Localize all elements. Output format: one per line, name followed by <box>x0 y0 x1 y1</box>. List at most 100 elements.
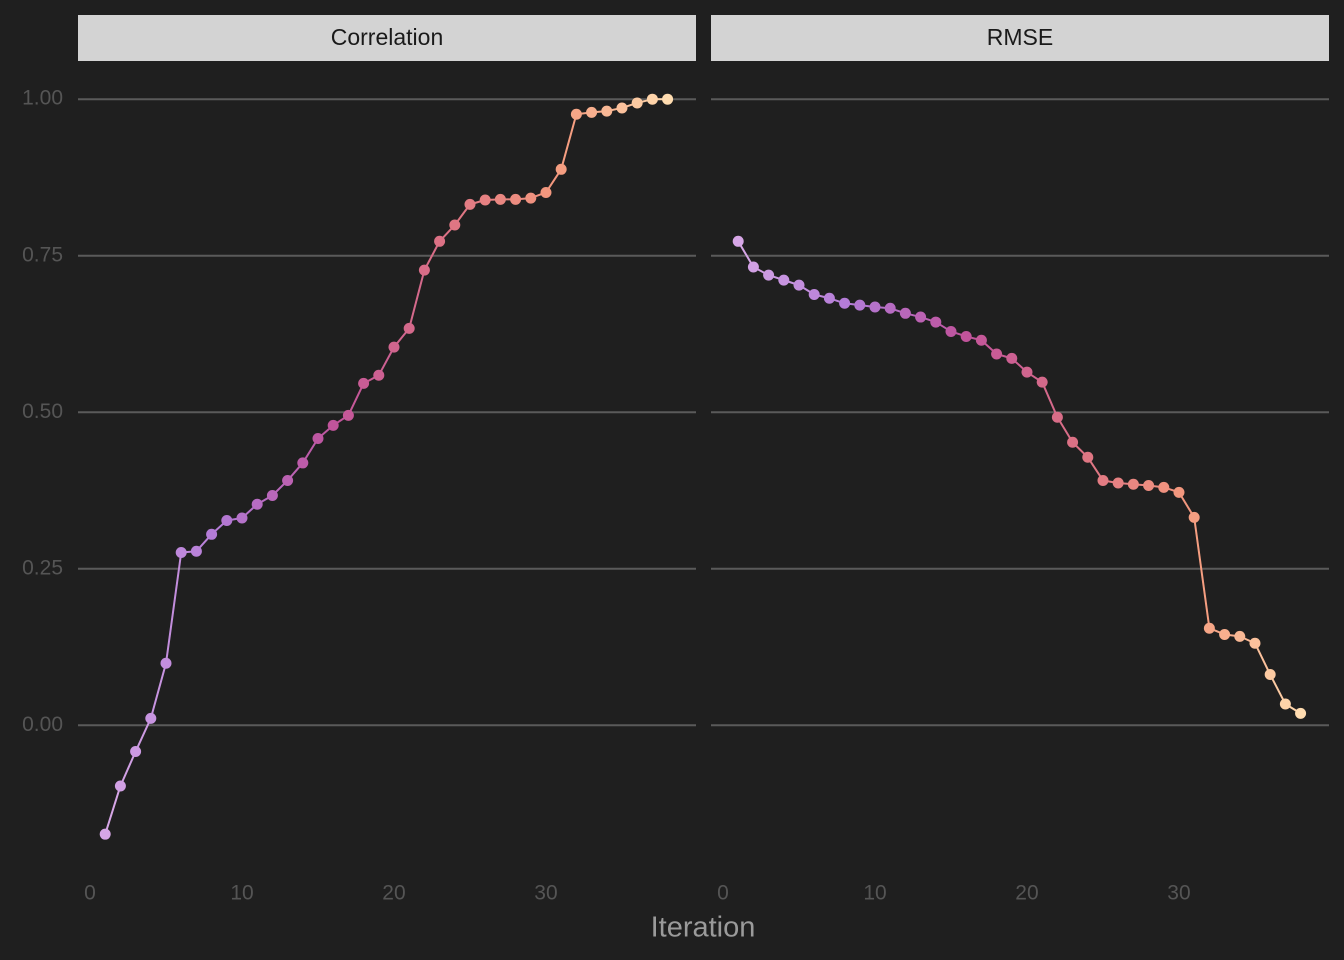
point <box>266 489 278 501</box>
point <box>373 369 385 381</box>
x-tick-label: 20 <box>382 882 405 905</box>
point <box>251 498 263 510</box>
point <box>991 348 1003 360</box>
point <box>236 512 248 524</box>
strip <box>711 15 1329 61</box>
strip <box>78 15 696 61</box>
x-tick-label: 20 <box>1015 882 1038 905</box>
x-tick-label: 10 <box>863 882 886 905</box>
point <box>1127 478 1139 490</box>
point <box>555 163 567 175</box>
point <box>1279 698 1291 710</box>
point <box>601 105 613 117</box>
point <box>1249 637 1261 649</box>
x-tick-label: 0 <box>717 882 729 905</box>
point <box>388 341 400 353</box>
point <box>616 102 628 114</box>
line-segment <box>1269 674 1287 705</box>
x-tick-label: 30 <box>1167 882 1190 905</box>
point <box>915 311 927 323</box>
point <box>763 269 775 281</box>
point <box>732 235 744 247</box>
point <box>1051 411 1063 423</box>
y-tick-label: 0.00 <box>22 713 63 736</box>
point <box>975 334 987 346</box>
point <box>793 279 805 291</box>
y-tick-label: 0.50 <box>22 400 63 423</box>
point <box>449 219 461 231</box>
point <box>297 457 309 469</box>
point <box>1219 628 1231 640</box>
line-segment <box>1193 517 1211 629</box>
x-tick-label: 0 <box>84 882 96 905</box>
line-segment <box>1041 381 1059 418</box>
point <box>358 377 370 389</box>
point <box>99 828 111 840</box>
point <box>747 261 759 273</box>
point <box>342 409 354 421</box>
point <box>1173 486 1185 498</box>
point <box>403 322 415 334</box>
point <box>464 198 476 210</box>
point <box>434 235 446 247</box>
line-segment <box>560 113 578 170</box>
point <box>1203 622 1215 634</box>
y-tick-label: 0.25 <box>22 556 63 579</box>
point <box>130 746 142 758</box>
line-segment <box>119 751 137 787</box>
point <box>1158 481 1170 493</box>
point <box>1021 366 1033 378</box>
line-segment <box>347 382 365 416</box>
point <box>631 97 643 109</box>
point <box>1036 376 1048 388</box>
point <box>160 657 172 669</box>
y-tick-label: 0.75 <box>22 243 63 266</box>
line-segment <box>1254 642 1272 675</box>
point <box>1067 436 1079 448</box>
point <box>808 289 820 301</box>
point <box>1112 477 1124 489</box>
point <box>854 299 866 311</box>
line-segment <box>408 269 426 329</box>
line-segment <box>149 663 167 719</box>
x-axis-label: Iteration <box>651 912 756 944</box>
x-tick-label: 30 <box>534 882 557 905</box>
line-segment <box>134 717 152 752</box>
point <box>221 515 233 527</box>
point <box>1082 451 1094 463</box>
point <box>175 546 187 558</box>
point <box>418 264 430 276</box>
point <box>282 474 294 486</box>
line-segment <box>104 785 122 835</box>
point <box>1234 630 1246 642</box>
point <box>206 528 218 540</box>
point <box>586 106 598 118</box>
y-tick-label: 1.00 <box>22 87 63 110</box>
point <box>662 93 674 105</box>
point <box>1264 669 1276 681</box>
point <box>839 297 851 309</box>
point <box>540 186 552 198</box>
point <box>145 712 157 724</box>
point <box>884 302 896 314</box>
point <box>899 307 911 319</box>
point <box>1097 474 1109 486</box>
point <box>1188 511 1200 523</box>
point <box>494 193 506 205</box>
point <box>1295 707 1307 719</box>
point <box>510 193 522 205</box>
facet-title: RMSE <box>987 24 1053 50</box>
point <box>1006 352 1018 364</box>
point <box>479 194 491 206</box>
point <box>570 108 582 120</box>
point <box>1143 479 1155 491</box>
point <box>945 325 957 337</box>
point <box>114 780 126 792</box>
facet-title: Correlation <box>331 24 444 50</box>
point <box>823 292 835 304</box>
x-tick-label: 10 <box>230 882 253 905</box>
point <box>327 419 339 431</box>
